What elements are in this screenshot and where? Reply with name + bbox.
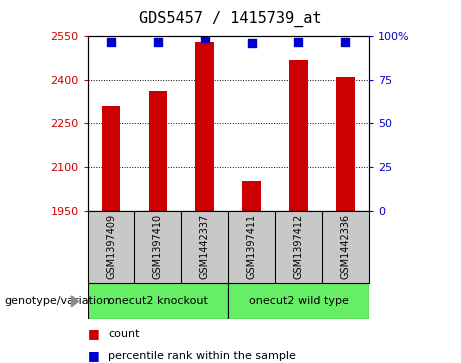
Text: GSM1397410: GSM1397410	[153, 214, 163, 280]
Bar	[148, 91, 167, 211]
Bar	[195, 42, 214, 211]
Text: GSM1442336: GSM1442336	[340, 214, 350, 280]
Text: GSM1397409: GSM1397409	[106, 214, 116, 280]
Text: count: count	[108, 329, 140, 339]
Point	[107, 38, 115, 44]
Point	[342, 38, 349, 44]
FancyBboxPatch shape	[228, 283, 369, 319]
Bar	[289, 60, 308, 211]
Text: GDS5457 / 1415739_at: GDS5457 / 1415739_at	[139, 11, 322, 27]
Text: GSM1442337: GSM1442337	[200, 214, 210, 280]
Text: GSM1397412: GSM1397412	[294, 214, 303, 280]
Point	[201, 35, 208, 41]
Bar	[336, 77, 355, 211]
Polygon shape	[71, 296, 78, 307]
Bar	[101, 106, 120, 211]
Text: onecut2 knockout: onecut2 knockout	[108, 296, 208, 306]
Text: ■: ■	[88, 349, 99, 362]
FancyBboxPatch shape	[88, 283, 228, 319]
Point	[295, 38, 302, 44]
Text: genotype/variation: genotype/variation	[5, 296, 111, 306]
Text: ■: ■	[88, 327, 99, 340]
Bar	[242, 182, 261, 211]
Text: GSM1397411: GSM1397411	[247, 214, 257, 280]
Text: onecut2 wild type: onecut2 wild type	[248, 296, 349, 306]
Point	[154, 38, 162, 44]
Point	[248, 40, 255, 46]
Text: percentile rank within the sample: percentile rank within the sample	[108, 351, 296, 361]
